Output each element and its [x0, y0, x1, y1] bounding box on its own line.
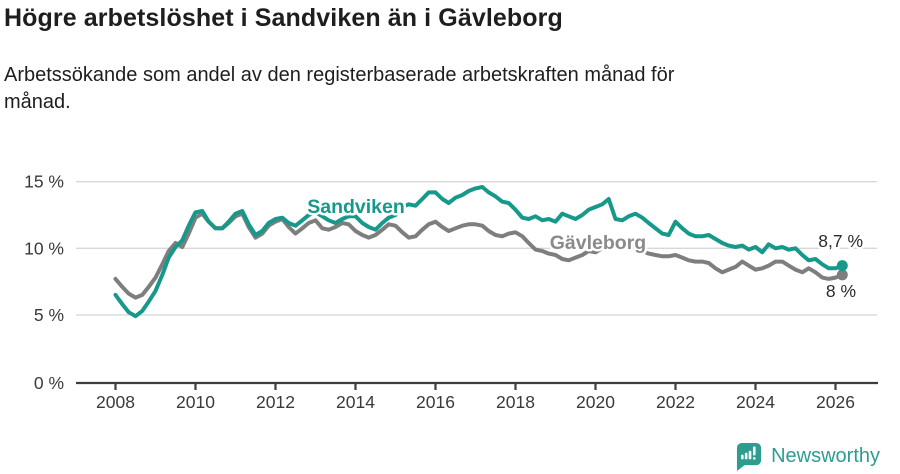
- x-tick-label: 2024: [736, 392, 775, 412]
- x-tick-label: 2016: [416, 392, 455, 412]
- series-line-1: [113, 211, 845, 300]
- x-tick-label: 2026: [816, 392, 855, 412]
- x-tick-label: 2014: [336, 392, 375, 412]
- brand-footer: Newsworthy: [736, 442, 880, 471]
- series-label-1: Gävleborg: [550, 232, 646, 254]
- chart-subtitle: Arbetssökande som andel av den registerb…: [4, 62, 674, 115]
- y-tick-label: 5 %: [34, 305, 64, 325]
- x-tick-label: 2018: [496, 392, 535, 412]
- series-end-dot-1: [836, 269, 848, 281]
- x-tick-label: 2012: [256, 392, 295, 412]
- page-title: Högre arbetslöshet i Sandviken än i Gävl…: [4, 4, 563, 32]
- chart-subtitle-line1: Arbetssökande som andel av den registerb…: [4, 64, 675, 86]
- end-value-label-1: 8 %: [826, 281, 856, 301]
- x-tick-label: 2008: [96, 392, 135, 412]
- x-tick-label: 2010: [176, 392, 215, 412]
- y-tick-label: 10 %: [24, 238, 64, 258]
- end-value-label-0: 8,7 %: [818, 231, 863, 251]
- newsworthy-logo-icon: [737, 443, 762, 471]
- y-tick-label: 0 %: [34, 373, 64, 393]
- series-line-0: [113, 185, 845, 319]
- x-tick-label: 2020: [576, 392, 615, 412]
- chart-subtitle-line2: månad.: [4, 90, 71, 113]
- brand-name: Newsworthy: [771, 445, 880, 467]
- series-label-0: Sandviken: [307, 196, 405, 218]
- y-tick-label: 15 %: [24, 172, 64, 192]
- x-tick-label: 2022: [656, 392, 695, 412]
- series-end-dot-0: [836, 260, 848, 272]
